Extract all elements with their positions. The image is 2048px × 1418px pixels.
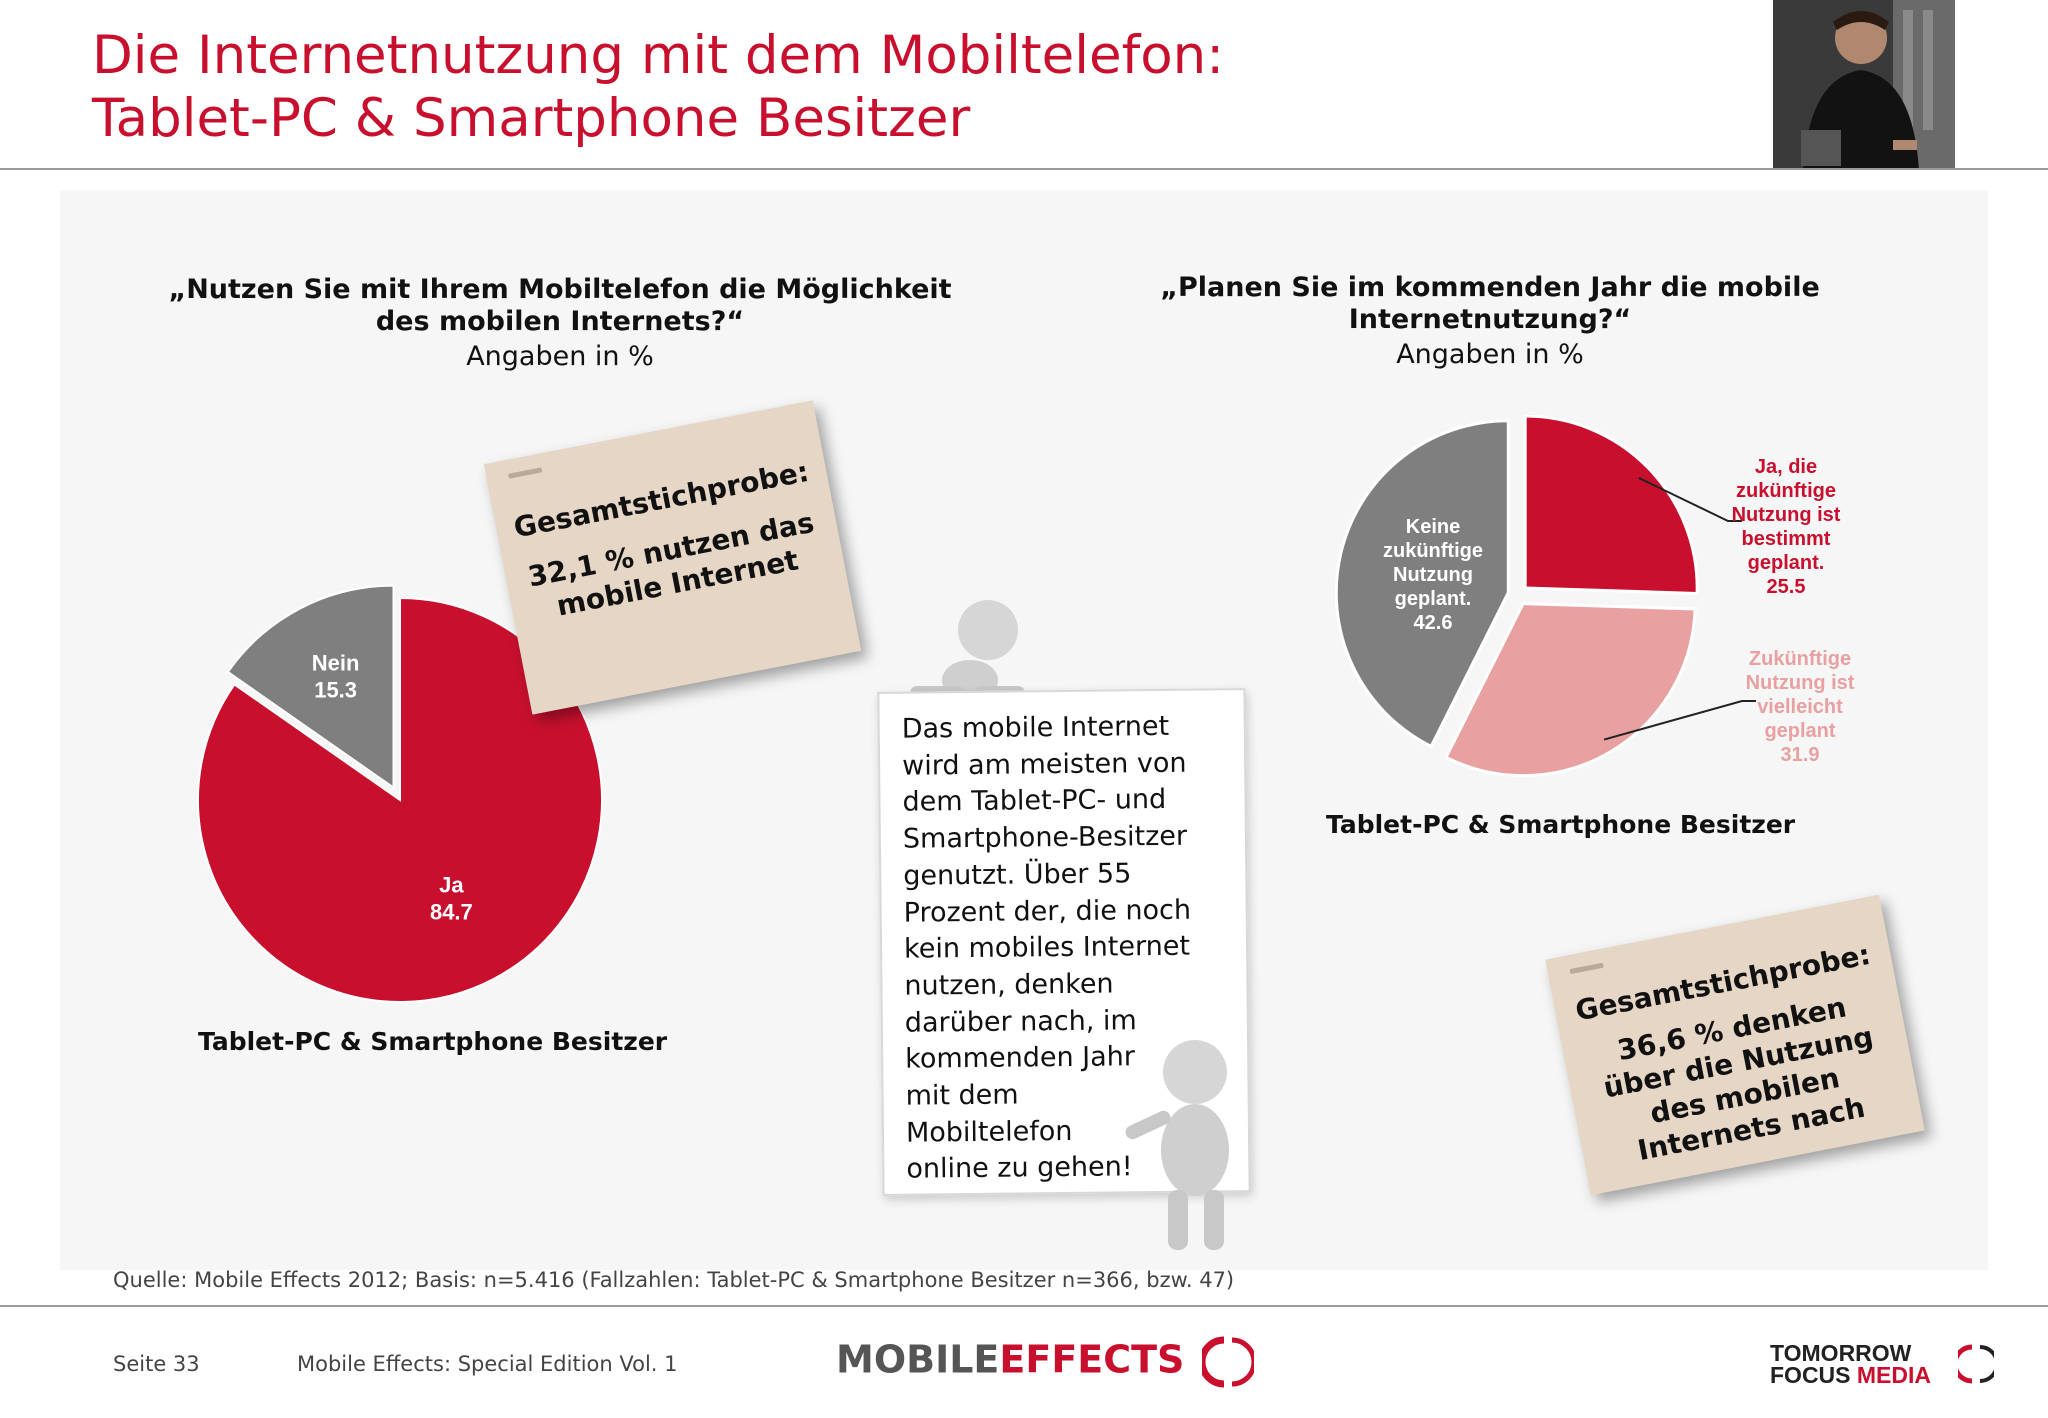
left-question-text: „Nutzen Sie mit Ihrem Mobiltelefon die M… — [168, 274, 952, 337]
mobile-effects-logo: MOBILEEFFECTS — [836, 1336, 1257, 1392]
right-pie-chart: Ja, die zukünftige Nutzung ist bestimmt gepl… — [1334, 415, 1855, 778]
logo-tf-media: MEDIA — [1856, 1362, 1932, 1388]
logo-bracket-icon — [1198, 1336, 1257, 1388]
left-subtitle: Angaben in % — [466, 341, 654, 372]
tomorrow-focus-logo: TOMORROW FOCUS MEDIA — [1770, 1340, 1994, 1388]
left-question: „Nutzen Sie mit Ihrem Mobiltelefon die M… — [160, 274, 960, 373]
logo-effects-text: EFFECTS — [999, 1337, 1185, 1382]
leader-line-2 — [1603, 700, 1756, 741]
header-photo — [1773, 0, 1955, 170]
page-title-line1: Die Internetnutzung mit dem Mobiltelefon… — [92, 25, 1225, 86]
leader-line-1 — [1638, 477, 1742, 522]
footer-divider — [0, 1305, 2048, 1307]
pie-slice-3 — [1334, 419, 1510, 749]
slice-label-1: Ja, die zukünftige Nutzung ist bestimmt gepl… — [1732, 456, 1841, 598]
logo-tf-focus: FOCUS — [1770, 1362, 1857, 1388]
right-chart-caption: Tablet-PC & Smartphone Besitzer — [1326, 810, 1796, 839]
slice-label-nein: Nein 15.3 — [312, 651, 360, 703]
page-title: Die Internetnutzung mit dem Mobiltelefon… — [92, 24, 1224, 150]
right-question-text: „Planen Sie im kommenden Jahr die mobile… — [1160, 272, 1820, 335]
note-stamp — [1569, 962, 1604, 975]
right-question: „Planen Sie im kommenden Jahr die mobile… — [1110, 272, 1870, 371]
page-number: Seite 33 — [113, 1352, 200, 1376]
slice-label-3: Keine zukünftige Nutzung geplant. 42.6 — [1383, 516, 1483, 634]
edition-label: Mobile Effects: Special Edition Vol. 1 — [297, 1352, 678, 1376]
slice-label-2: Zukünftige Nutzung ist vielleicht geplant 31… — [1746, 648, 1855, 766]
note-stamp — [508, 467, 543, 479]
logo-mobile-text: MOBILE — [836, 1337, 1000, 1382]
left-chart-caption: Tablet-PC & Smartphone Besitzer — [198, 1027, 668, 1056]
logo-tf-line1: TOMORROW — [1770, 1340, 1912, 1366]
pie-slice-1 — [1523, 415, 1699, 595]
slice-label-ja: Ja 84.7 — [430, 873, 473, 925]
logo-tf-line2: FOCUS MEDIA — [1770, 1362, 1932, 1388]
header-divider — [0, 168, 2048, 170]
pie-slice-nein — [226, 584, 395, 790]
logo-tf-bracket-icon — [1958, 1344, 1994, 1384]
right-subtitle: Angaben in % — [1396, 339, 1584, 370]
source-note: Quelle: Mobile Effects 2012; Basis: n=5.… — [113, 1268, 1235, 1292]
figure-bottom-illustration — [1125, 1040, 1229, 1250]
page-title-line2: Tablet-PC & Smartphone Besitzer — [92, 88, 971, 149]
